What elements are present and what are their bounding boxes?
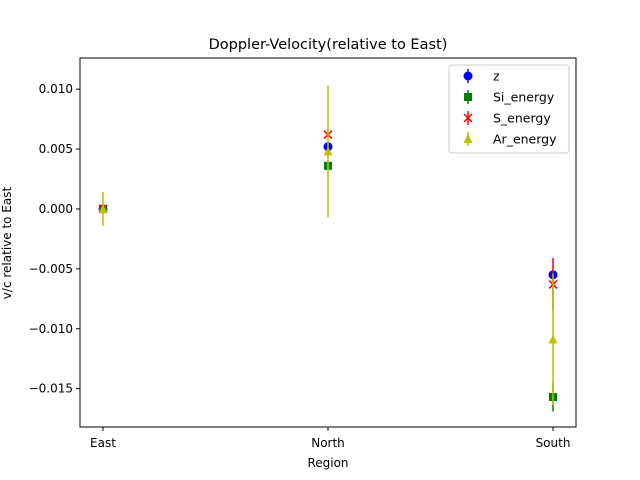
legend-entry-si-energy: Si_energy — [464, 90, 555, 105]
legend-label: Si_energy — [493, 90, 555, 105]
y-tick-label: −0.010 — [29, 322, 73, 336]
y-tick-label: −0.015 — [29, 382, 73, 396]
x-axis-ticks: East North South — [90, 427, 570, 450]
plot-frame — [79, 57, 577, 428]
legend-marker — [463, 113, 473, 123]
legend-entry-z: z — [463, 69, 500, 84]
series-ar-energy — [98, 85, 558, 406]
legend-label: Ar_energy — [493, 132, 557, 147]
y-tick-label: 0.005 — [39, 142, 73, 156]
legend: z Si_energy S_energy Ar_energy — [448, 64, 570, 154]
x-tick-label: South — [536, 436, 571, 450]
chart-title: Doppler-Velocity(relative to East) — [209, 37, 448, 53]
chart-marks — [98, 85, 558, 412]
data-point — [323, 146, 333, 156]
legend-frame — [448, 64, 570, 154]
data-point — [548, 334, 558, 344]
legend-label: S_energy — [493, 111, 551, 126]
y-tick-label: 0.010 — [39, 82, 73, 96]
legend-entry-s-energy: S_energy — [463, 111, 551, 126]
legend-entry-ar-energy: Ar_energy — [463, 132, 557, 147]
y-axis-ticks: 0.010 0.005 0.000 −0.005 −0.010 −0.015 — [29, 82, 80, 396]
legend-marker — [464, 93, 472, 101]
y-axis-label: v/c relative to East — [0, 187, 14, 300]
x-tick-label: North — [311, 436, 345, 450]
legend-marker — [463, 71, 473, 81]
legend-marker — [463, 134, 473, 143]
x-tick-label: East — [90, 436, 116, 450]
data-point — [98, 203, 108, 213]
y-tick-label: 0.000 — [39, 202, 73, 216]
y-tick-label: −0.005 — [29, 262, 73, 276]
x-axis-label: Region — [307, 456, 348, 470]
legend-label: z — [493, 69, 500, 84]
